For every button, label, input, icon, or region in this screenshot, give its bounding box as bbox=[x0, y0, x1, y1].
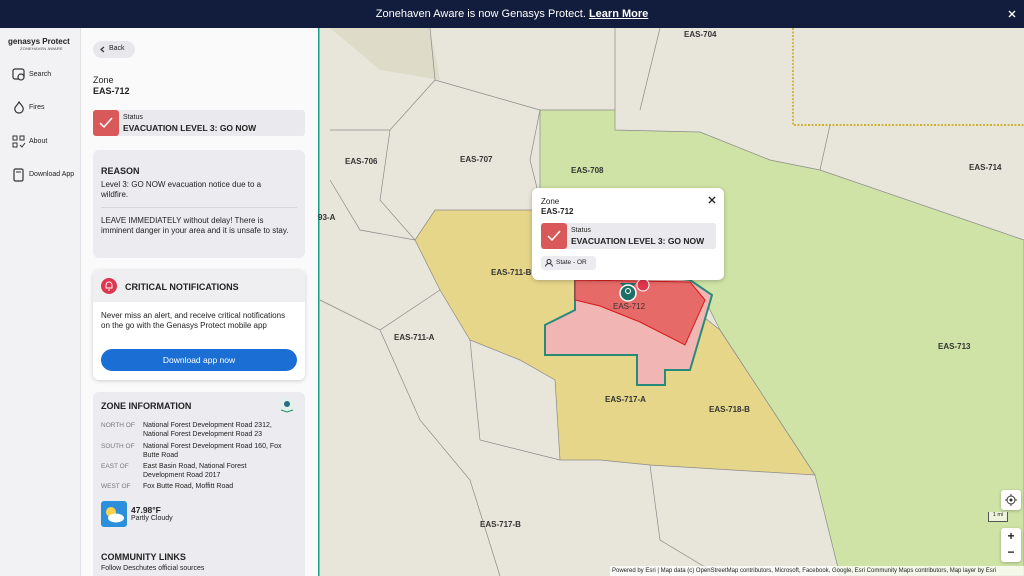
popup-status: Status EVACUATION LEVEL 3: GO NOW bbox=[541, 223, 716, 249]
download-icon[interactable] bbox=[12, 168, 26, 182]
status-text: EVACUATION LEVEL 3: GO NOW bbox=[571, 236, 705, 246]
side-nav: genasys Protect ZONEHAVEN AWARE Search F… bbox=[0, 28, 81, 576]
search-icon[interactable] bbox=[12, 68, 26, 82]
community-text: Follow Deschutes official sources bbox=[101, 565, 205, 572]
notifications-card: CRITICAL NOTIFICATIONS Never miss an ale… bbox=[93, 270, 305, 380]
notifications-text: Never miss an alert, and receive critica… bbox=[101, 311, 286, 330]
row-label: SOUTH OF bbox=[101, 443, 135, 450]
zone-label: EAS-708 bbox=[571, 166, 604, 175]
download-button[interactable]: Download app now bbox=[101, 349, 297, 371]
zoom-out[interactable]: − bbox=[1007, 545, 1015, 559]
attribution: Powered by Esri | Map data (c) OpenStree… bbox=[610, 566, 1024, 576]
banner-text: Zonehaven Aware is now Genasys Protect. bbox=[375, 8, 586, 20]
status-swatch bbox=[541, 223, 567, 249]
temperature: 47.98°F bbox=[131, 505, 161, 515]
popup-close[interactable] bbox=[708, 196, 716, 204]
notifications-title: CRITICAL NOTIFICATIONS bbox=[125, 282, 239, 292]
zone-label: EAS-704 bbox=[684, 30, 717, 39]
zone-popup: Zone EAS-712 Status EVACUATION LEVEL 3: … bbox=[532, 188, 724, 280]
locate-icon bbox=[1005, 494, 1017, 506]
popup-zone-id: EAS-712 bbox=[541, 207, 574, 216]
logo-sub: ZONEHAVEN AWARE bbox=[20, 46, 63, 51]
zone-info-title: ZONE INFORMATION bbox=[101, 401, 192, 411]
zone-label: EAS-718-B bbox=[709, 405, 750, 414]
row-label: NORTH OF bbox=[101, 422, 135, 429]
back-button[interactable]: Back bbox=[93, 41, 135, 58]
status-label: Status bbox=[571, 227, 591, 234]
scale-bar: 1 mi bbox=[988, 512, 1008, 522]
reason-text: LEAVE IMMEDIATELY without delay! There i… bbox=[101, 216, 289, 235]
zone-label: EAS-717-B bbox=[480, 520, 521, 529]
check-icon bbox=[547, 230, 561, 242]
about-icon[interactable] bbox=[12, 135, 26, 149]
back-arrow bbox=[100, 46, 105, 53]
row-value: National Forest Development Road 2312, N… bbox=[143, 422, 272, 438]
zone-label: Zone bbox=[93, 75, 114, 85]
state-text: State - OR bbox=[556, 259, 587, 266]
zone-label: EAS-707 bbox=[460, 155, 493, 164]
back-label: Back bbox=[109, 45, 125, 52]
community-title: COMMUNITY LINKS bbox=[101, 552, 186, 562]
map-layer bbox=[318, 28, 1024, 576]
weather: Partly Cloudy bbox=[131, 515, 173, 522]
row-label: EAST OF bbox=[101, 463, 129, 470]
reason-title: REASON bbox=[101, 166, 140, 176]
reason-text: Level 3: GO NOW evacuation notice due to… bbox=[101, 180, 262, 199]
bell-icon bbox=[101, 278, 117, 294]
check-icon bbox=[99, 117, 113, 129]
row-value: Fox Butte Road, Moffitt Road bbox=[143, 483, 234, 490]
divider bbox=[101, 207, 297, 208]
banner-close[interactable] bbox=[1008, 10, 1016, 18]
nav-item[interactable]: Download App bbox=[29, 171, 75, 178]
zone-label: EAS-717-A bbox=[605, 395, 646, 404]
zone-info-card: ZONE INFORMATION NORTH OF National Fores… bbox=[93, 392, 305, 576]
banner-text-wrap: Zonehaven Aware is now Genasys Protect. … bbox=[0, 8, 1024, 20]
row-value: National Forest Development Road 160, Fo… bbox=[143, 443, 282, 459]
logo-brand: genasys Protect bbox=[8, 37, 70, 46]
zone-label: EAS-711-A bbox=[394, 333, 435, 342]
weather-icon bbox=[101, 501, 127, 527]
zone-id: EAS-712 bbox=[93, 86, 130, 96]
detail-panel: Back Zone EAS-712 Status EVACUATION LEVE… bbox=[81, 28, 318, 576]
zone-label: EAS-706 bbox=[345, 157, 378, 166]
zone-label: EAS-711-B bbox=[491, 268, 532, 277]
card-header bbox=[93, 270, 305, 302]
zone-label: 93-A bbox=[318, 213, 336, 222]
banner: Zonehaven Aware is now Genasys Protect. … bbox=[0, 0, 1024, 28]
row-label: WEST OF bbox=[101, 483, 131, 490]
status-label: Status bbox=[123, 114, 143, 121]
person-icon bbox=[545, 259, 553, 267]
row-value: East Basin Road, National Forest Develop… bbox=[143, 463, 247, 479]
status-text: EVACUATION LEVEL 3: GO NOW bbox=[123, 123, 257, 133]
status-swatch bbox=[93, 110, 119, 136]
zoom-in[interactable]: + bbox=[1007, 529, 1015, 543]
zone-label: EAS-712 bbox=[613, 302, 646, 311]
nav-item[interactable]: Search bbox=[29, 71, 52, 78]
popup-zone-label: Zone bbox=[541, 197, 560, 206]
zone-label: EAS-713 bbox=[938, 342, 971, 351]
locate-button[interactable] bbox=[1001, 490, 1021, 510]
zone-icon bbox=[279, 398, 295, 414]
map[interactable]: EAS-704 EAS-706 EAS-707 EAS-708 EAS-714 … bbox=[318, 28, 1024, 576]
banner-link[interactable]: Learn More bbox=[588, 8, 649, 20]
state-chip: State - OR bbox=[541, 256, 596, 270]
fires-icon[interactable] bbox=[12, 101, 26, 115]
zone-label: EAS-714 bbox=[969, 163, 1002, 172]
reason-card: REASON Level 3: GO NOW evacuation notice… bbox=[93, 150, 305, 258]
status-box: Status EVACUATION LEVEL 3: GO NOW bbox=[93, 110, 305, 136]
nav-item[interactable]: Fires bbox=[29, 104, 45, 111]
nav-item[interactable]: About bbox=[29, 138, 48, 145]
zoom-control: + − bbox=[1001, 528, 1021, 562]
